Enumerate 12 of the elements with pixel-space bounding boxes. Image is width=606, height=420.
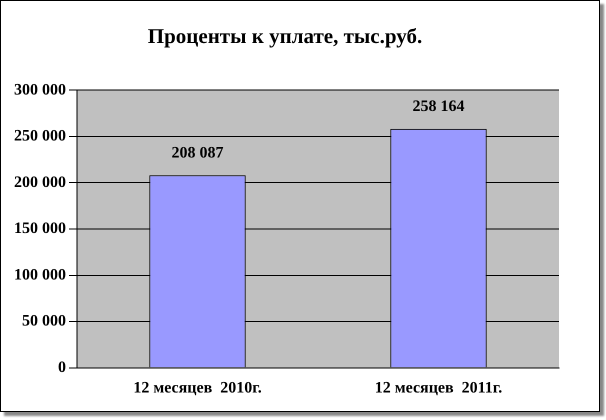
chart-title: Проценты к уплате, тыс.руб. <box>148 24 422 48</box>
y-tick-label: 150 000 <box>14 220 66 238</box>
data-label: 208 087 <box>172 144 224 162</box>
y-tick-label: 300 000 <box>14 81 66 98</box>
y-tick-label: 100 000 <box>14 266 66 284</box>
y-tick-label: 0 <box>58 358 66 376</box>
y-tick-label: 250 000 <box>14 128 66 145</box>
y-tick-label: 200 000 <box>14 174 66 191</box>
x-tick-label: 12 месяцев 2011г. <box>374 380 502 397</box>
y-tick-label: 50 000 <box>22 312 66 330</box>
x-tick-label: 12 месяцев 2010г. <box>133 380 262 397</box>
data-label: 258 164 <box>412 98 464 116</box>
